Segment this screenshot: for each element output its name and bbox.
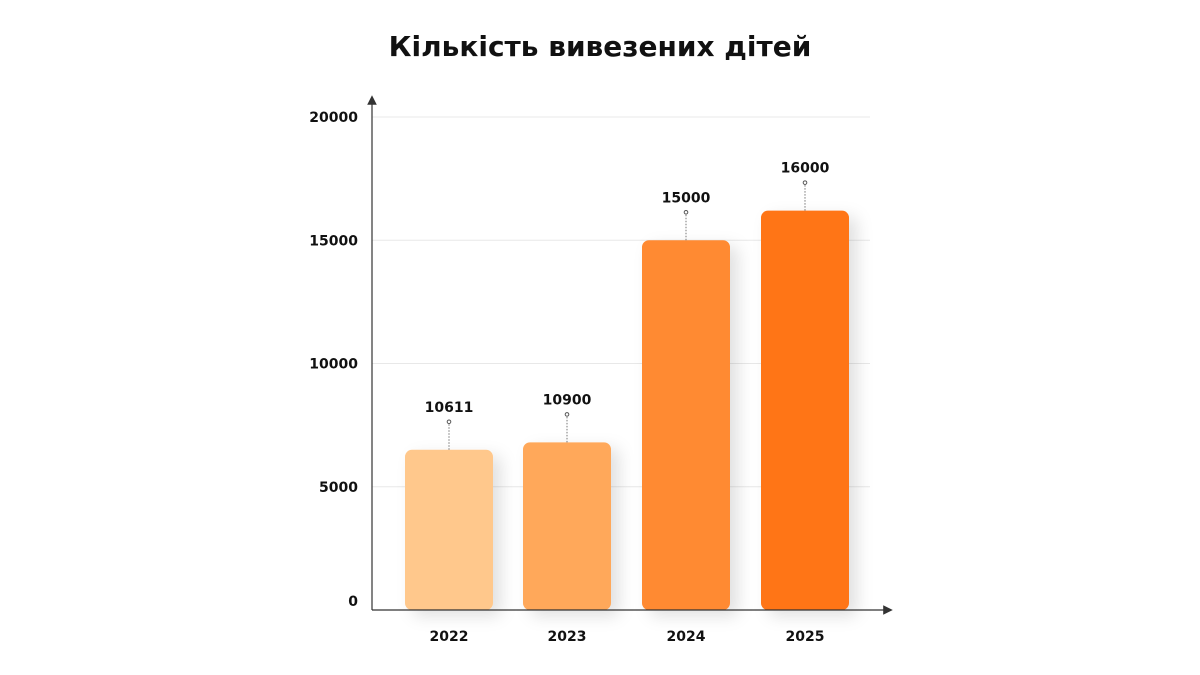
x-tick-label: 2022 xyxy=(430,629,469,645)
bar-2025 xyxy=(761,210,849,611)
x-tick-labels: 2022 2023 2024 2025 xyxy=(430,629,825,645)
data-label-2024: 15000 xyxy=(662,190,711,206)
y-tick-label: 10000 xyxy=(309,357,358,373)
data-label-2025: 16000 xyxy=(781,161,830,177)
y-tick-label: 15000 xyxy=(309,233,358,249)
data-labels: 10611 10900 15000 16000 xyxy=(425,161,830,450)
y-tick-label: 20000 xyxy=(309,110,358,126)
bar-2022 xyxy=(405,449,493,610)
axes xyxy=(367,95,893,615)
data-label-dot xyxy=(802,180,808,185)
chart-title: Кількість вивезених дітей xyxy=(388,30,812,63)
bar-2024 xyxy=(642,240,730,610)
bars xyxy=(405,210,849,611)
data-label-dot xyxy=(683,209,689,215)
data-label-dot xyxy=(564,412,570,417)
x-tick-label: 2025 xyxy=(786,629,825,645)
bar-2023 xyxy=(523,442,611,610)
data-label-2022: 10611 xyxy=(425,400,474,416)
y-tick-labels: 0 5000 10000 15000 20000 xyxy=(309,110,358,610)
x-tick-label: 2024 xyxy=(667,629,706,645)
x-tick-label: 2023 xyxy=(548,629,587,645)
data-label-dot xyxy=(446,419,452,425)
y-tick-label: 0 xyxy=(348,594,358,610)
data-label-2023: 10900 xyxy=(543,392,592,408)
y-tick-label: 5000 xyxy=(319,480,358,496)
